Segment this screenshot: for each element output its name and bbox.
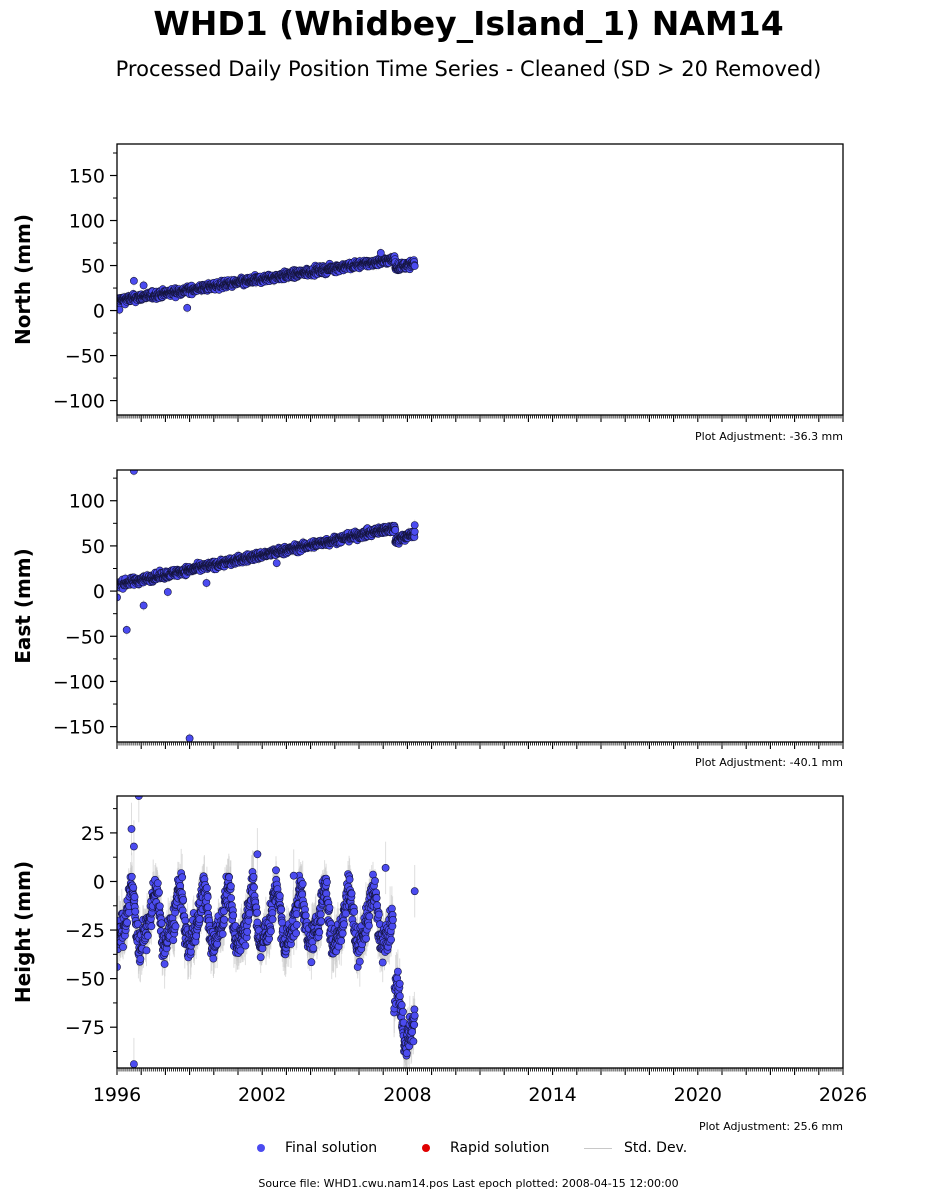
- chart-title: WHD1 (Whidbey_Island_1) NAM14: [153, 4, 784, 43]
- data-point: [129, 276, 138, 285]
- y-tick-label: −100: [53, 391, 105, 413]
- panel-north: −100 −50 0 50 100 150 North (mm) Plot Adjustmen…: [11, 143, 844, 443]
- panel-data: [117, 470, 419, 742]
- y-tick-label: 100: [69, 211, 105, 233]
- data-point: [410, 262, 419, 270]
- data-point: [376, 248, 385, 257]
- plot-adjustment-label: Plot Adjustment: -36.3 mm: [695, 430, 843, 443]
- data-point: [183, 303, 192, 312]
- y-tick-label: 50: [81, 256, 105, 278]
- y-axis-label: North (mm): [11, 214, 35, 345]
- panel-data: [117, 247, 419, 316]
- data-point: [117, 305, 124, 314]
- chart-subtitle: Processed Daily Position Time Series - C…: [115, 57, 822, 81]
- data-point: [139, 281, 148, 290]
- y-tick-label: −50: [65, 346, 105, 368]
- y-tick-label: 0: [93, 301, 105, 323]
- y-tick-label: 150: [69, 166, 105, 188]
